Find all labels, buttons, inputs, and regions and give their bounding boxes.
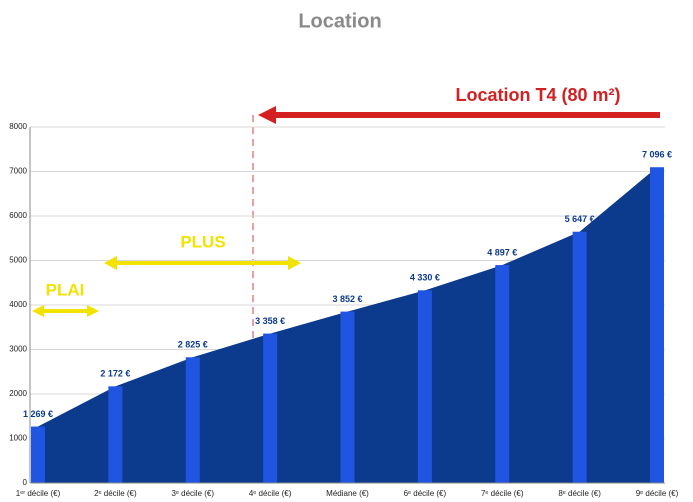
y-tick-label: 7000 [9,167,27,176]
arrow-head [288,256,301,270]
value-label: 2 172 € [100,369,130,379]
x-tick-label: 6ᵉ décile (€) [404,489,447,498]
arrow-head [87,305,99,317]
y-tick-label: 5000 [9,256,27,265]
y-tick-label: 2000 [9,389,27,398]
y-tick-label: 4000 [9,300,27,309]
value-label: 2 825 € [178,340,208,350]
y-tick-label: 8000 [9,122,27,131]
value-label: 5 647 € [565,214,595,224]
overlay: PLUS PLAI [32,232,301,317]
plot: 0 1000 2000 3000 4000 5000 6000 7000 8000 1 269 €… [9,122,678,498]
x-tick-label: 3ᵉ décile (€) [171,489,214,498]
x-tick-label: 8ᵉ décile (€) [558,489,601,498]
x-tick-label: 9ᵉ décile (€) [636,489,679,498]
value-label: 1 269 € [23,409,53,419]
y-tick-label: 0 [23,478,28,487]
bar [340,311,355,483]
annotation: PLUS [180,232,225,251]
value-label: 3 358 € [255,316,285,326]
bar [108,386,123,483]
arrow-head [32,305,44,317]
y-tick-label: 6000 [9,211,27,220]
x-tick-label: 2ᵉ décile (€) [94,489,137,498]
chart-title: Location [298,10,381,32]
arrow-head [104,256,117,270]
arrow-head [258,106,276,124]
bar [650,167,664,483]
annotation: Location T4 (80 m²) [455,85,620,105]
bar [572,231,587,483]
value-label: 3 852 € [332,294,362,304]
x-tick-label: Médiane (€) [326,489,369,498]
value-label: 4 897 € [487,247,517,257]
bar [417,290,432,483]
y-tick-label: 1000 [9,434,27,443]
x-tick-label: 7ᵉ décile (€) [481,489,524,498]
bar [495,265,510,483]
x-tick-label: 4ᵉ décile (€) [249,489,292,498]
value-label: 7 096 € [642,150,672,160]
bar [263,333,278,483]
x-tick-label: 1ᵉʳ décile (€) [16,489,61,498]
bar [31,426,45,483]
y-tick-label: 3000 [9,345,27,354]
bar [185,357,200,483]
value-label: 4 330 € [410,273,440,283]
annotation: PLAI [46,280,85,299]
